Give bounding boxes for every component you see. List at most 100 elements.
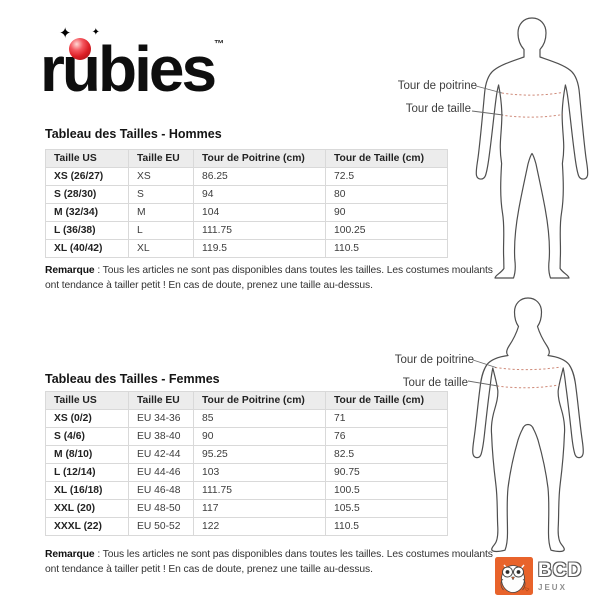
female-waist-pointer-line — [467, 380, 499, 387]
table-cell: XS — [128, 167, 194, 186]
logo-letter-r: r — [40, 33, 65, 105]
table-cell: L — [128, 221, 194, 240]
table-cell: XXL (20) — [45, 499, 129, 518]
column-header: Taille EU — [128, 149, 194, 168]
table-cell: 95.25 — [193, 445, 326, 464]
table-cell: 105.5 — [325, 499, 448, 518]
table-cell: 85 — [193, 409, 326, 428]
table-cell: 90 — [193, 427, 326, 446]
table-cell: XL — [128, 239, 194, 258]
female-chest-label: Tour de poitrine — [394, 354, 474, 366]
table-cell: 110.5 — [325, 239, 448, 258]
table-cell: 111.75 — [193, 221, 326, 240]
table-cell: 119.5 — [193, 239, 326, 258]
table-cell: 122 — [193, 517, 326, 536]
column-header: Taille US — [45, 391, 129, 410]
female-waist-measure-line — [496, 384, 560, 389]
female-chest-pointer-line — [472, 359, 497, 368]
table-cell: XXXL (22) — [45, 517, 129, 536]
column-header: Taille US — [45, 149, 129, 168]
men-remark-text: : Tous les articles ne sont pas disponib… — [45, 265, 493, 292]
male-waist-pointer-line — [471, 110, 504, 116]
table-cell: L (36/38) — [45, 221, 129, 240]
column-header: Taille EU — [128, 391, 194, 410]
men-size-table: Taille US Taille EU Tour de Poitrine (cm) T… — [45, 149, 448, 258]
table-row: S (28/30) S 94 80 — [45, 185, 448, 204]
table-cell: XL (40/42) — [45, 239, 129, 258]
male-chest-pointer-line — [475, 85, 503, 94]
table-cell: EU 44-46 — [128, 463, 194, 482]
table-cell: 72.5 — [325, 167, 448, 186]
table-cell: 76 — [325, 427, 448, 446]
table-cell: XL (16/18) — [45, 481, 129, 500]
table-cell: S — [128, 185, 194, 204]
table-row: M (8/10) EU 42-44 95.25 82.5 — [45, 445, 448, 464]
male-chest-label: Tour de poitrine — [397, 80, 477, 92]
table-cell: 104 — [193, 203, 326, 222]
table-row: L (36/38) L 111.75 100.25 — [45, 221, 448, 240]
table-cell: M (8/10) — [45, 445, 129, 464]
table-cell: 82.5 — [325, 445, 448, 464]
logo-letters-bies: bies — [98, 33, 217, 105]
women-size-table: Taille US Taille EU Tour de Poitrine (cm) T… — [45, 391, 448, 536]
table-cell: XS (0/2) — [45, 409, 129, 428]
table-cell: EU 46-48 — [128, 481, 194, 500]
table-row: M (32/34) M 104 90 — [45, 203, 448, 222]
table-row: XL (16/18) EU 46-48 111.75 100.5 — [45, 481, 448, 500]
male-waist-label: Tour de taille — [405, 103, 471, 115]
column-header: Tour de Taille (cm) — [325, 149, 448, 168]
male-body-diagram — [471, 17, 589, 279]
table-cell: 86.25 — [193, 167, 326, 186]
men-section-title: Tableau des Tailles - Hommes — [45, 127, 222, 141]
bcd-jeux-logo: BCD JEUX — [495, 557, 582, 595]
column-header: Tour de Poitrine (cm) — [193, 391, 326, 410]
table-cell: 111.75 — [193, 481, 326, 500]
table-cell: 71 — [325, 409, 448, 428]
table-cell: 110.5 — [325, 517, 448, 536]
table-cell: 100.5 — [325, 481, 448, 500]
table-cell: 90.75 — [325, 463, 448, 482]
women-section-title: Tableau des Tailles - Femmes — [45, 372, 220, 386]
table-cell: 80 — [325, 185, 448, 204]
table-row: XS (0/2) EU 34-36 85 71 — [45, 409, 448, 428]
men-remark: Remarque : Tous les articles ne sont pas… — [45, 263, 507, 294]
bcd-wordmark: BCD JEUX — [538, 557, 582, 592]
table-cell: EU 42-44 — [128, 445, 194, 464]
trademark-symbol: ™ — [214, 39, 225, 50]
table-cell: EU 38-40 — [128, 427, 194, 446]
male-silhouette — [475, 17, 589, 279]
table-cell: M (32/34) — [45, 203, 129, 222]
table-cell: S (28/30) — [45, 185, 129, 204]
table-cell: S (4/6) — [45, 427, 129, 446]
rubies-logo: ru ✦ ✦ bies™ — [40, 26, 225, 105]
table-cell: 117 — [193, 499, 326, 518]
jeux-text: JEUX — [538, 583, 567, 592]
table-cell: EU 48-50 — [128, 499, 194, 518]
table-cell: EU 34-36 — [128, 409, 194, 428]
header-row: Taille US Taille EU Tour de Poitrine (cm) T… — [45, 391, 448, 410]
table-cell: 90 — [325, 203, 448, 222]
header-row: Taille US Taille EU Tour de Poitrine (cm) T… — [45, 149, 448, 168]
table-row: XXL (20) EU 48-50 117 105.5 — [45, 499, 448, 518]
female-waist-label: Tour de taille — [402, 377, 468, 389]
women-remark-text: : Tous les articles ne sont pas disponib… — [45, 549, 493, 576]
female-chest-measure-line — [494, 366, 562, 371]
column-header: Tour de Taille (cm) — [325, 391, 448, 410]
sparkle-right-icon: ✦ — [91, 27, 100, 38]
logo-letter-u: u ✦ ✦ — [59, 26, 101, 101]
table-cell: M — [128, 203, 194, 222]
men-remark-label: Remarque — [45, 265, 95, 276]
table-cell: EU 50-52 — [128, 517, 194, 536]
table-row: L (12/14) EU 44-46 103 90.75 — [45, 463, 448, 482]
female-silhouette — [472, 297, 584, 553]
table-cell: 94 — [193, 185, 326, 204]
women-remark: Remarque : Tous les articles ne sont pas… — [45, 547, 507, 578]
owl-icon — [495, 557, 533, 595]
red-ball-icon — [68, 38, 91, 60]
female-body-diagram — [467, 297, 584, 553]
table-row: S (4/6) EU 38-40 90 76 — [45, 427, 448, 446]
table-row: XXXL (22) EU 50-52 122 110.5 — [45, 517, 448, 536]
women-remark-label: Remarque — [45, 549, 95, 560]
table-cell: 103 — [193, 463, 326, 482]
bcd-text: BCD — [538, 560, 583, 581]
